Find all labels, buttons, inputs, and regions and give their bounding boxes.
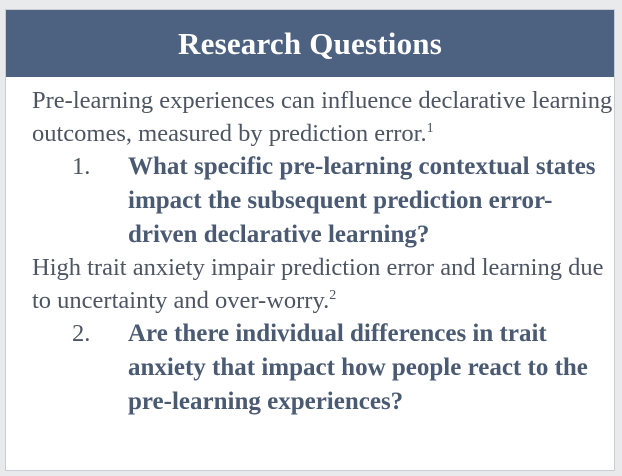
question-text-2: Are there individual differences in trai… <box>128 320 588 415</box>
question-text-1: What specific pre-learning contextual st… <box>128 153 596 248</box>
question-number-2: 2. <box>72 320 91 347</box>
card-title: Research Questions <box>178 25 442 61</box>
footnote-ref-2: 2 <box>329 287 337 303</box>
card-body: Pre-learning experiences can influence d… <box>6 77 614 419</box>
intro-paragraph-2: High trait anxiety impair prediction err… <box>32 252 614 317</box>
question-item-2: 2. Are there individual differences in t… <box>32 317 614 419</box>
card-header: Research Questions <box>6 10 614 77</box>
research-questions-card: Research Questions Pre-learning experien… <box>5 9 615 471</box>
question-item-1: 1. What specific pre-learning contextual… <box>32 150 614 252</box>
footnote-ref-1: 1 <box>426 120 434 136</box>
intro-paragraph-1: Pre-learning experiences can influence d… <box>32 85 614 150</box>
question-number-1: 1. <box>72 153 91 180</box>
intro-text-1: Pre-learning experiences can influence d… <box>32 87 613 147</box>
intro-text-2: High trait anxiety impair prediction err… <box>32 254 604 314</box>
